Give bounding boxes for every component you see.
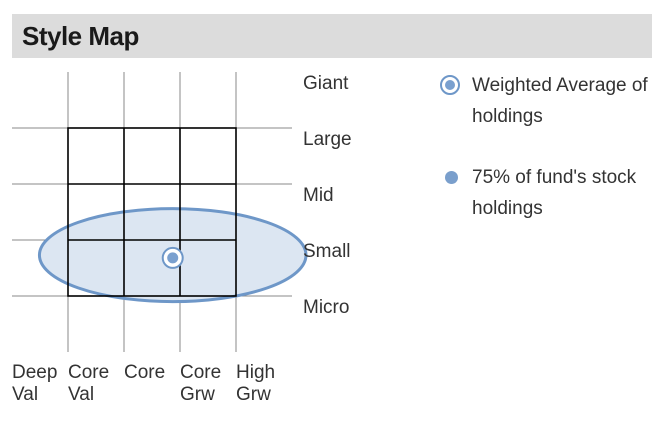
- x-tick-1-line-1: Deep: [12, 362, 57, 383]
- legend-label-stock-holdings: 75% of fund's stock holdings: [472, 167, 637, 219]
- y-axis-labels: Giant Large Mid Small Micro: [303, 73, 352, 318]
- legend-item-weighted-average: Weighted Average of holdings: [440, 70, 655, 132]
- weighted-average-marker: [161, 246, 184, 269]
- x-tick-2-line-2: Val: [68, 384, 94, 405]
- y-tick-micro: Micro: [303, 297, 349, 318]
- style-map-header: Style Map: [12, 14, 652, 58]
- x-tick-4: Core Grw: [180, 362, 221, 405]
- y-tick-mid: Mid: [303, 185, 334, 206]
- x-tick-5-line-2: Grw: [236, 384, 271, 405]
- grid-bold-lines: [67, 127, 237, 297]
- y-tick-small: Small: [303, 241, 351, 262]
- x-tick-3: Core: [124, 362, 165, 383]
- legend-item-stock-holdings: 75% of fund's stock holdings: [440, 162, 655, 224]
- x-tick-4-line-1: Core: [180, 362, 221, 383]
- x-tick-3-line-1: Core: [124, 362, 165, 383]
- y-tick-giant: Giant: [303, 73, 349, 94]
- legend: Weighted Average of holdings 75% of fund…: [440, 70, 655, 224]
- holdings-dot-icon: [445, 171, 458, 184]
- y-tick-large: Large: [303, 129, 352, 150]
- x-tick-1-line-2: Val: [12, 384, 38, 405]
- weighted-average-dot: [167, 252, 179, 264]
- legend-label-weighted-average: Weighted Average of holdings: [472, 75, 648, 127]
- x-tick-1: Deep Val: [12, 362, 57, 405]
- page-title: Style Map: [22, 21, 139, 51]
- x-tick-2: Core Val: [68, 362, 109, 405]
- weighted-average-icon: [440, 75, 460, 95]
- x-tick-4-line-2: Grw: [180, 384, 215, 405]
- x-tick-5-line-1: High: [236, 362, 275, 383]
- grid-bold-box: [67, 127, 237, 297]
- x-tick-5: High Grw: [236, 362, 275, 405]
- x-tick-2-line-1: Core: [68, 362, 109, 383]
